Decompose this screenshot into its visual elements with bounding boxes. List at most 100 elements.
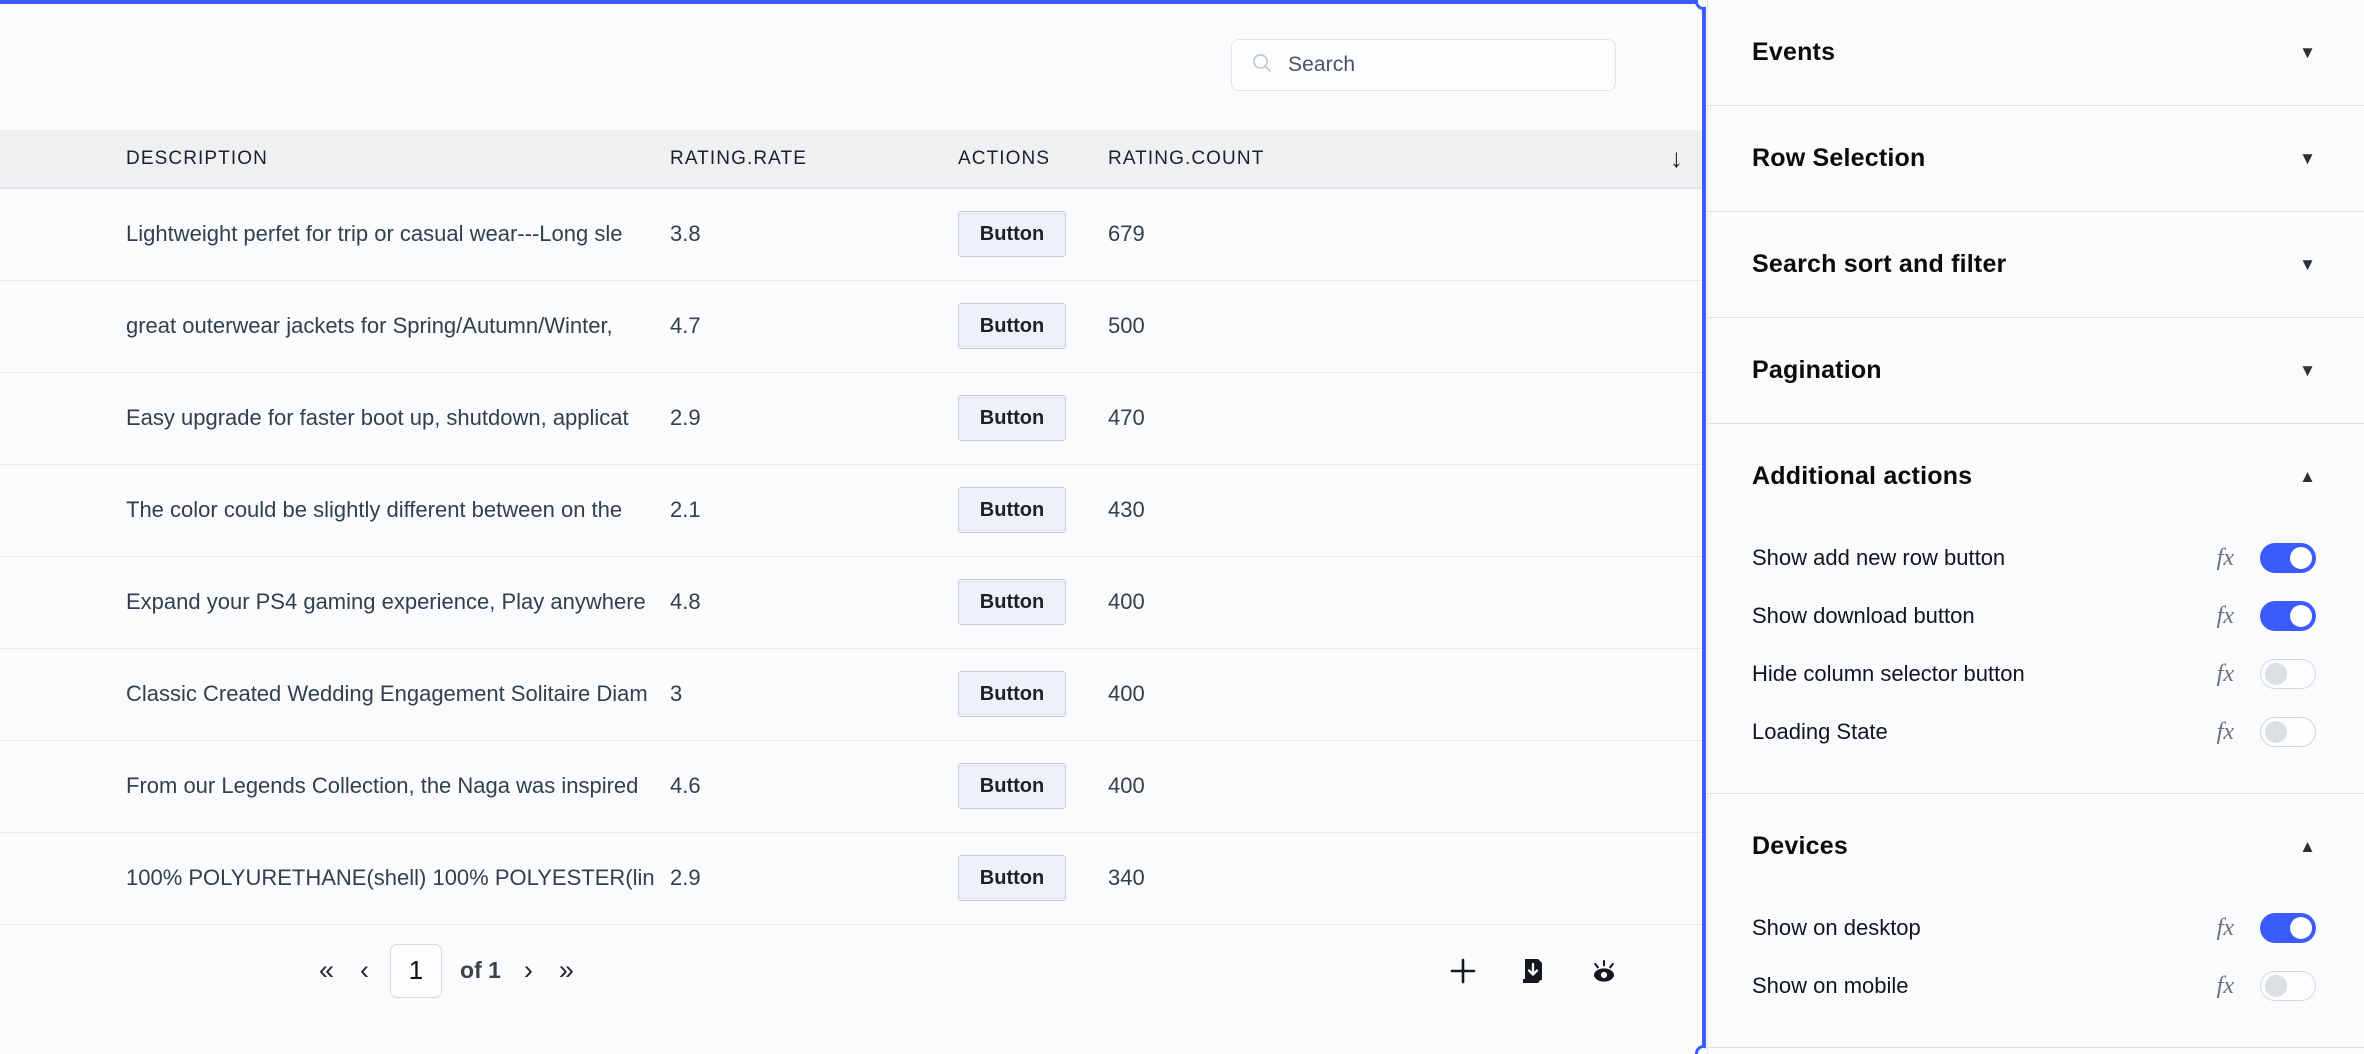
section-header-pagination[interactable]: Pagination ▼ bbox=[1708, 318, 2364, 423]
column-header-rating-count[interactable]: RATING.COUNT bbox=[1098, 130, 1578, 189]
toggle-switch[interactable] bbox=[2260, 717, 2316, 747]
chevron-up-icon[interactable]: ▲ bbox=[2299, 837, 2316, 856]
section-title: Events bbox=[1752, 38, 1836, 66]
toggle-switch[interactable] bbox=[2260, 659, 2316, 689]
cell-rating-count: 470 bbox=[1098, 372, 1578, 465]
cell-description: Lightweight perfet for trip or casual we… bbox=[0, 188, 660, 281]
chevron-up-icon[interactable]: ▲ bbox=[2299, 467, 2316, 486]
section-header-events[interactable]: Events ▼ bbox=[1708, 0, 2364, 105]
toggle-switch[interactable] bbox=[2260, 601, 2316, 631]
pagination-first-button[interactable]: « bbox=[306, 957, 347, 984]
chevron-down-icon[interactable]: ▼ bbox=[2299, 361, 2316, 380]
row-action-button[interactable]: Button bbox=[958, 855, 1066, 901]
toggle-knob bbox=[2265, 663, 2287, 685]
cell-rating-rate: 2.1 bbox=[660, 464, 948, 557]
section-header-devices[interactable]: Devices ▲ bbox=[1708, 794, 2364, 899]
formula-fx-icon[interactable]: fx bbox=[2216, 660, 2234, 687]
cell-rating-rate: 4.8 bbox=[660, 556, 948, 649]
column-header-actions[interactable]: ACTIONS bbox=[948, 130, 1098, 189]
formula-fx-icon[interactable]: fx bbox=[2216, 544, 2234, 571]
cell-spacer bbox=[1578, 740, 1706, 833]
toggle-knob bbox=[2290, 547, 2312, 569]
search-placeholder: Search bbox=[1288, 53, 1356, 76]
section-title: Row Selection bbox=[1752, 144, 1926, 172]
resize-handle-bottom-right[interactable] bbox=[1695, 1045, 1706, 1054]
inspector-panel: Events ▼ Row Selection ▼ Search sort and fil… bbox=[1707, 0, 2364, 1054]
pagination-page-input[interactable]: 1 bbox=[390, 943, 443, 998]
property-label: Loading State bbox=[1752, 719, 1888, 744]
toggle-switch[interactable] bbox=[2260, 971, 2316, 1001]
row-action-button[interactable]: Button bbox=[958, 763, 1066, 809]
table-row[interactable]: Classic Created Wedding Engagement Solit… bbox=[0, 648, 1706, 741]
property-label: Show on mobile bbox=[1752, 973, 1909, 998]
cell-rating-rate: 4.6 bbox=[660, 740, 948, 833]
table-row[interactable]: great outerwear jackets for Spring/Autum… bbox=[0, 280, 1706, 373]
chevron-down-icon[interactable]: ▼ bbox=[2299, 43, 2316, 62]
column-header-rating-rate[interactable]: RATING.RATE bbox=[660, 130, 948, 189]
cell-actions: Button bbox=[948, 556, 1098, 649]
section-header-additional-actions[interactable]: Additional actions ▲ bbox=[1708, 424, 2364, 529]
pagination-last-button[interactable]: » bbox=[546, 957, 587, 984]
table-footer: « ‹ 1 of 1 › » bbox=[0, 924, 1706, 1017]
section-body: Show on desktop fx Show on mobile fx bbox=[1708, 899, 2364, 1047]
cell-spacer bbox=[1578, 280, 1706, 373]
cell-rating-count: 400 bbox=[1098, 556, 1578, 649]
row-action-button[interactable]: Button bbox=[958, 395, 1066, 441]
table-widget[interactable]: Search DESCRIPTION RATING.RATE ACTIONS R… bbox=[0, 0, 1706, 1054]
cell-actions: Button bbox=[948, 188, 1098, 281]
toggle-knob bbox=[2290, 917, 2312, 939]
section-header-search-sort-and-filter[interactable]: Search sort and filter ▼ bbox=[1708, 212, 2364, 317]
cell-actions: Button bbox=[948, 740, 1098, 833]
cell-rating-count: 340 bbox=[1098, 832, 1578, 925]
chevron-down-icon[interactable]: ▼ bbox=[2299, 149, 2316, 168]
pagination-prev-button[interactable]: ‹ bbox=[347, 957, 382, 984]
property-row: Show download button fx bbox=[1752, 587, 2316, 645]
property-row: Hide column selector button fx bbox=[1752, 645, 2316, 703]
row-action-button[interactable]: Button bbox=[958, 211, 1066, 258]
row-action-button[interactable]: Button bbox=[958, 579, 1066, 625]
cell-rating-count: 500 bbox=[1098, 280, 1578, 373]
cell-actions: Button bbox=[948, 372, 1098, 465]
search-input[interactable]: Search bbox=[1231, 39, 1616, 91]
cell-rating-count: 400 bbox=[1098, 648, 1578, 741]
cell-rating-count: 679 bbox=[1098, 188, 1578, 281]
formula-fx-icon[interactable]: fx bbox=[2216, 718, 2234, 745]
pagination-controls: « ‹ 1 of 1 › » bbox=[306, 943, 587, 998]
selection-border-right bbox=[1702, 0, 1706, 1054]
editor-canvas: Search DESCRIPTION RATING.RATE ACTIONS R… bbox=[0, 0, 1707, 1054]
row-action-button[interactable]: Button bbox=[958, 487, 1066, 533]
table-row[interactable]: From our Legends Collection, the Naga wa… bbox=[0, 740, 1706, 833]
selection-border-top bbox=[0, 0, 1706, 4]
table-row[interactable]: 100% POLYURETHANE(shell) 100% POLYESTER(… bbox=[0, 832, 1706, 925]
inspector-section: Search sort and filter ▼ bbox=[1708, 212, 2364, 318]
download-icon[interactable] bbox=[1518, 956, 1548, 986]
table-toolbar: Search bbox=[0, 0, 1706, 130]
chevron-down-icon[interactable]: ▼ bbox=[2299, 255, 2316, 274]
section-title: Search sort and filter bbox=[1752, 250, 2007, 278]
row-action-button[interactable]: Button bbox=[958, 671, 1066, 717]
property-label: Show on desktop bbox=[1752, 915, 1921, 940]
toggle-switch[interactable] bbox=[2260, 543, 2316, 573]
sort-indicator-cell[interactable]: ↓ bbox=[1578, 130, 1706, 189]
eye-icon[interactable] bbox=[1588, 956, 1620, 986]
table-row[interactable]: The color could be slightly different be… bbox=[0, 464, 1706, 557]
cell-spacer bbox=[1578, 648, 1706, 741]
formula-fx-icon[interactable]: fx bbox=[2216, 972, 2234, 999]
property-label: Hide column selector button bbox=[1752, 661, 2025, 686]
add-row-icon[interactable] bbox=[1448, 956, 1478, 986]
row-action-button[interactable]: Button bbox=[958, 303, 1066, 349]
formula-fx-icon[interactable]: fx bbox=[2216, 602, 2234, 629]
section-header-row-selection[interactable]: Row Selection ▼ bbox=[1708, 106, 2364, 211]
formula-fx-icon[interactable]: fx bbox=[2216, 914, 2234, 941]
table-row[interactable]: Expand your PS4 gaming experience, Play … bbox=[0, 556, 1706, 649]
pagination-next-button[interactable]: › bbox=[511, 957, 546, 984]
table-row[interactable]: Lightweight perfet for trip or casual we… bbox=[0, 188, 1706, 281]
toggle-switch[interactable] bbox=[2260, 913, 2316, 943]
column-header-description[interactable]: DESCRIPTION bbox=[0, 130, 660, 189]
resize-handle-top-right[interactable] bbox=[1695, 0, 1706, 10]
cell-actions: Button bbox=[948, 648, 1098, 741]
cell-description: great outerwear jackets for Spring/Autum… bbox=[0, 280, 660, 373]
table-row[interactable]: Easy upgrade for faster boot up, shutdow… bbox=[0, 372, 1706, 465]
cell-rating-count: 430 bbox=[1098, 464, 1578, 557]
